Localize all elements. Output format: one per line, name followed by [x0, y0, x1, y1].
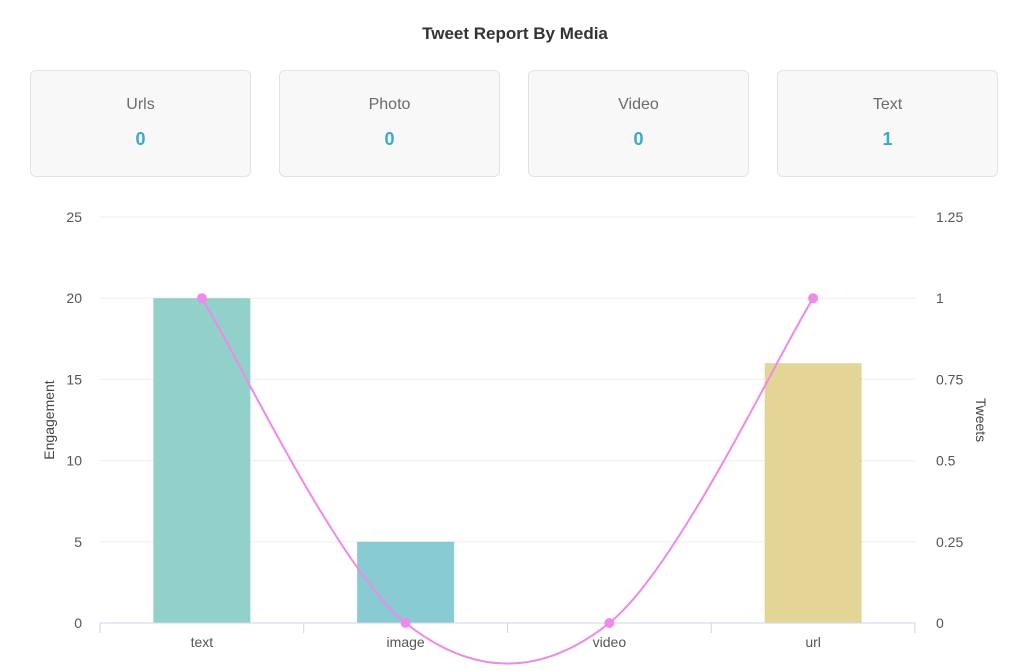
card-value: 1 [882, 129, 893, 149]
y2-tick-label: 0.75 [936, 371, 963, 387]
y-tick-label: 0 [74, 615, 82, 631]
media-card-text: Text 1 [777, 70, 998, 177]
tweets-point-text [196, 293, 207, 304]
y-tick-label: 5 [74, 534, 82, 550]
card-label: Urls [126, 96, 155, 113]
media-card-video: Video 0 [528, 70, 749, 177]
x-tick-label: url [805, 634, 821, 650]
media-card-photo: Photo 0 [279, 70, 500, 177]
y2-axis-title: Tweets [973, 398, 989, 442]
card-label: Text [872, 96, 903, 113]
page-title: Tweet Report By Media [422, 24, 608, 43]
card-label: Photo [368, 96, 411, 113]
tweets-point-url [808, 293, 819, 304]
media-card-urls: Urls 0 [30, 70, 251, 177]
card-value: 0 [384, 129, 395, 149]
tweets-line [201, 297, 814, 665]
tweets-point-video [604, 618, 615, 628]
y2-tick-label: 0 [936, 615, 944, 631]
y-tick-label: 10 [66, 453, 82, 469]
y-axis-title: Engagement [41, 380, 57, 460]
x-tick-label: text [191, 634, 214, 650]
card-value: 0 [135, 129, 146, 149]
bar-image [357, 541, 455, 623]
y-tick-label: 20 [66, 290, 82, 306]
y2-tick-label: 1.25 [936, 209, 963, 225]
y-tick-label: 15 [66, 371, 82, 387]
y2-tick-label: 1 [936, 290, 944, 306]
y-tick-label: 25 [66, 209, 82, 225]
x-tick-label: image [387, 634, 425, 650]
y2-tick-label: 0.5 [936, 453, 956, 469]
card-label: Video [618, 96, 659, 113]
bar-url [764, 363, 862, 623]
tweets-point-image [400, 618, 411, 628]
bar-text [153, 298, 251, 623]
card-value: 0 [633, 129, 644, 149]
x-tick-label: video [593, 634, 627, 650]
y2-tick-label: 0.25 [936, 534, 963, 550]
